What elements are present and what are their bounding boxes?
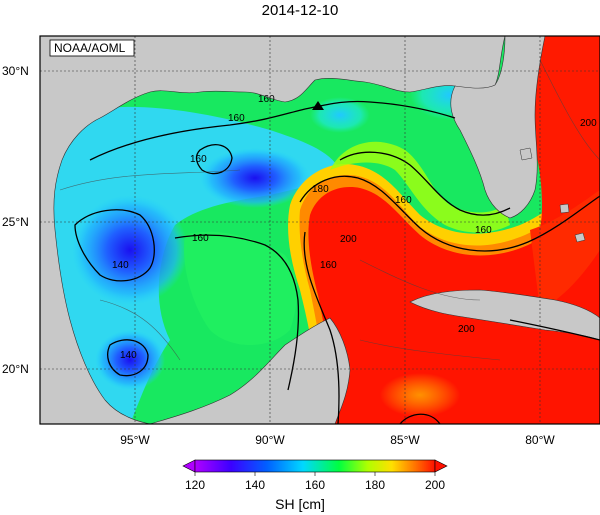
colorbar-tick: 200 xyxy=(425,478,445,492)
lon-tick: 85°W xyxy=(390,433,420,447)
colorbar-tick: 140 xyxy=(245,478,265,492)
land-us-coast xyxy=(40,36,506,424)
colorbar-tick: 180 xyxy=(365,478,385,492)
lon-tick: 80°W xyxy=(525,433,555,447)
land-bahamas xyxy=(519,147,586,243)
contour-label: 160 xyxy=(258,94,275,105)
contour-label: 160 xyxy=(320,260,337,271)
colorbar-left-arrow xyxy=(182,459,196,473)
credit-label: NOAA/AOML xyxy=(54,41,126,55)
contour-label: 160 xyxy=(228,113,245,124)
cyan-eddy-north xyxy=(310,97,370,133)
blue-eddy-central xyxy=(200,148,310,208)
lat-tick: 20°N xyxy=(2,362,29,376)
map-frame xyxy=(39,35,600,425)
map-title: 2014-12-10 xyxy=(261,2,339,19)
land-cuba xyxy=(409,289,600,341)
contour-label: 140 xyxy=(120,350,137,361)
lon-tick: 90°W xyxy=(255,433,285,447)
land-florida xyxy=(450,36,546,219)
graticule xyxy=(40,36,600,424)
colorbar: 120 140 160 180 200 xyxy=(182,459,448,492)
colorbar-label: SH [cm] xyxy=(275,496,325,512)
contour-labels: 160 160 160 160 160 160 140 140 180 200 … xyxy=(112,94,597,361)
buoy-marker-icon xyxy=(312,101,324,110)
blue-eddy-west xyxy=(72,195,188,305)
contour-label: 160 xyxy=(475,225,492,236)
atlantic-green xyxy=(530,190,600,310)
contour-label: 200 xyxy=(340,234,357,245)
colorbar-right-arrow xyxy=(434,459,448,473)
thin-contours xyxy=(59,59,600,361)
land-yucatan xyxy=(149,317,351,424)
contour-label: 160 xyxy=(395,195,412,206)
ne-shelf-band xyxy=(330,141,510,233)
colorbar-tick: 160 xyxy=(305,478,325,492)
contour-lines xyxy=(74,100,600,424)
contour-label: 140 xyxy=(112,260,129,271)
credit-box xyxy=(49,39,135,57)
contour-label: 160 xyxy=(190,154,207,165)
green-tongue xyxy=(184,231,297,345)
colorbar-tick: 120 xyxy=(185,478,205,492)
contour-label: 200 xyxy=(458,324,475,335)
lat-tick: 25°N xyxy=(2,215,29,229)
blue-eddy-south xyxy=(95,330,165,390)
contour-label: 180 xyxy=(312,184,329,195)
lon-tick: 95°W xyxy=(120,433,150,447)
contour-label: 200 xyxy=(580,118,597,129)
contour-label: 160 xyxy=(192,233,209,244)
colorbar-gradient xyxy=(194,459,436,473)
orange-patch-south xyxy=(380,373,460,417)
lat-tick: 30°N xyxy=(2,64,29,78)
